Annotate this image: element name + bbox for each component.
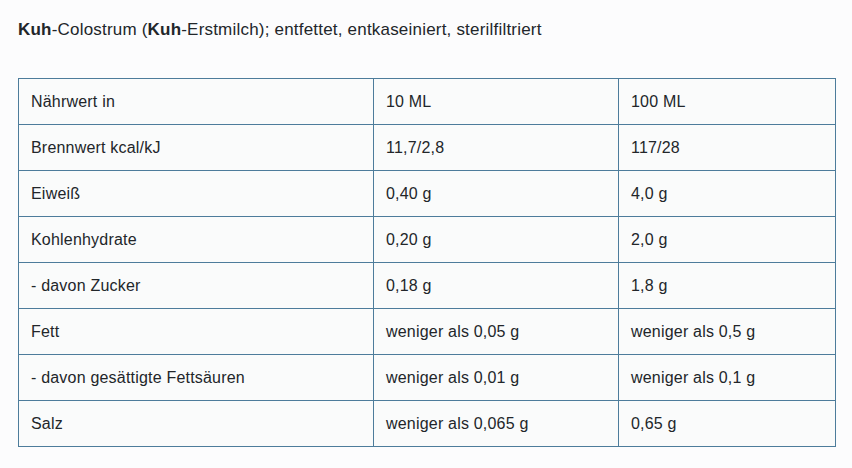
cell-value-100ml: 0,65 g	[619, 401, 836, 447]
page: Kuh-Colostrum (Kuh-Erstmilch); entfettet…	[0, 0, 852, 468]
cell-value-100ml: weniger als 0,1 g	[619, 355, 836, 401]
cell-value-100ml: weniger als 0,5 g	[619, 309, 836, 355]
cell-value-100ml: 117/28	[619, 125, 836, 171]
cell-label: Fett	[19, 309, 374, 355]
cell-value-10ml: weniger als 0,065 g	[374, 401, 619, 447]
page-title: Kuh-Colostrum (Kuh-Erstmilch); entfettet…	[18, 20, 542, 40]
table-row: Salz weniger als 0,065 g 0,65 g	[19, 401, 836, 447]
page-title-bold-2: Kuh	[148, 20, 182, 39]
cell-value-100ml: 1,8 g	[619, 263, 836, 309]
cell-value-100ml: 2,0 g	[619, 217, 836, 263]
cell-value-10ml: 0,18 g	[374, 263, 619, 309]
cell-label: Eiweiß	[19, 171, 374, 217]
table-row: - davon gesättigte Fettsäuren weniger al…	[19, 355, 836, 401]
cell-value-10ml: 0,20 g	[374, 217, 619, 263]
column-header-10ml: 10 ML	[374, 79, 619, 125]
cell-label: Salz	[19, 401, 374, 447]
cell-value-10ml: weniger als 0,05 g	[374, 309, 619, 355]
cell-label: - davon gesättigte Fettsäuren	[19, 355, 374, 401]
page-title-bold-1: Kuh	[18, 20, 52, 39]
cell-label: Brennwert kcal/kJ	[19, 125, 374, 171]
table-row: - davon Zucker 0,18 g 1,8 g	[19, 263, 836, 309]
table-row: Eiweiß 0,40 g 4,0 g	[19, 171, 836, 217]
table-row: Fett weniger als 0,05 g weniger als 0,5 …	[19, 309, 836, 355]
table-row: Brennwert kcal/kJ 11,7/2,8 117/28	[19, 125, 836, 171]
cell-value-100ml: 4,0 g	[619, 171, 836, 217]
cell-value-10ml: 11,7/2,8	[374, 125, 619, 171]
cell-value-10ml: weniger als 0,01 g	[374, 355, 619, 401]
column-header-100ml: 100 ML	[619, 79, 836, 125]
column-header-nutrient: Nährwert in	[19, 79, 374, 125]
page-title-regular-1: -Colostrum (	[52, 20, 148, 39]
cell-label: - davon Zucker	[19, 263, 374, 309]
cell-value-10ml: 0,40 g	[374, 171, 619, 217]
page-title-regular-2: -Erstmilch); entfettet, entkaseiniert, s…	[181, 20, 541, 39]
table-header-row: Nährwert in 10 ML 100 ML	[19, 79, 836, 125]
nutrition-table: Nährwert in 10 ML 100 ML Brennwert kcal/…	[18, 78, 836, 447]
cell-label: Kohlenhydrate	[19, 217, 374, 263]
table-row: Kohlenhydrate 0,20 g 2,0 g	[19, 217, 836, 263]
